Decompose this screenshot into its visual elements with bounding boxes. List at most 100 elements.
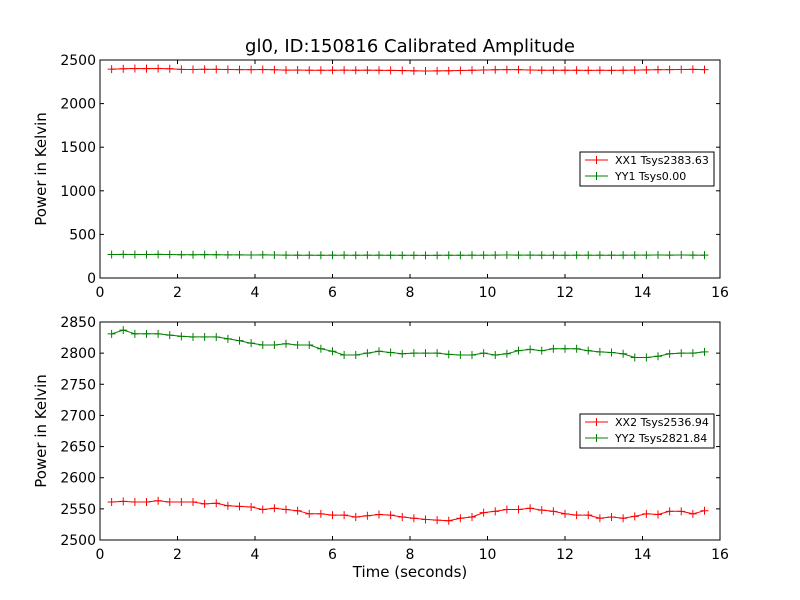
data-point bbox=[607, 348, 616, 357]
data-point bbox=[305, 341, 314, 350]
data-point bbox=[630, 66, 639, 75]
data-point bbox=[270, 504, 279, 513]
data-point bbox=[456, 66, 465, 75]
x-tick-label: 0 bbox=[96, 547, 105, 563]
data-point bbox=[223, 250, 232, 259]
data-point bbox=[456, 514, 465, 523]
data-point bbox=[433, 251, 442, 260]
x-tick-label: 2 bbox=[173, 285, 182, 301]
data-point bbox=[130, 498, 139, 507]
data-point bbox=[444, 350, 453, 359]
x-tick-label: 8 bbox=[406, 547, 415, 563]
data-point bbox=[200, 65, 209, 74]
data-point bbox=[235, 502, 244, 511]
data-point bbox=[328, 347, 337, 356]
data-point bbox=[700, 347, 709, 356]
data-point bbox=[258, 505, 267, 514]
data-point bbox=[433, 516, 442, 525]
data-point bbox=[688, 65, 697, 74]
data-point bbox=[491, 351, 500, 360]
data-point bbox=[340, 66, 349, 75]
data-point bbox=[526, 504, 535, 513]
y-tick-label: 2750 bbox=[60, 377, 96, 393]
data-point bbox=[537, 66, 546, 75]
data-point bbox=[479, 66, 488, 75]
data-point bbox=[642, 509, 651, 518]
legend-box bbox=[579, 413, 715, 449]
data-point bbox=[223, 501, 232, 510]
data-point bbox=[107, 329, 116, 338]
data-point bbox=[154, 64, 163, 73]
data-point bbox=[491, 65, 500, 74]
data-point bbox=[200, 332, 209, 341]
data-point bbox=[212, 250, 221, 259]
data-point bbox=[665, 65, 674, 74]
data-point bbox=[561, 66, 569, 75]
x-axis-label: Time (seconds) bbox=[352, 563, 468, 581]
data-point bbox=[537, 346, 546, 355]
data-point bbox=[409, 251, 418, 260]
data-point bbox=[212, 332, 221, 341]
data-point bbox=[619, 349, 628, 358]
data-point bbox=[421, 515, 430, 524]
data-point bbox=[549, 507, 558, 516]
x-tick-label: 12 bbox=[556, 285, 574, 301]
data-point bbox=[154, 496, 163, 505]
data-point bbox=[200, 250, 209, 259]
y-tick-label: 2850 bbox=[60, 315, 96, 331]
data-point bbox=[247, 250, 256, 259]
data-point bbox=[468, 512, 476, 521]
data-point bbox=[142, 64, 151, 73]
data-point bbox=[386, 511, 395, 520]
data-point bbox=[526, 66, 535, 75]
data-point bbox=[258, 250, 267, 259]
data-point bbox=[630, 251, 639, 260]
data-point bbox=[223, 65, 232, 74]
data-point bbox=[363, 66, 372, 75]
data-point bbox=[421, 251, 430, 260]
data-point bbox=[247, 502, 256, 511]
bottom-plot: 0 2 4 6 8 10 12 14 16 2500 2550 2600 2650 2700 2750 280… bbox=[32, 315, 729, 581]
data-point bbox=[328, 511, 337, 520]
x-tick-label: 6 bbox=[328, 285, 337, 301]
data-point bbox=[235, 250, 244, 259]
data-point bbox=[351, 66, 360, 75]
data-point bbox=[328, 66, 337, 75]
data-point bbox=[572, 66, 581, 75]
y-tick-label: 500 bbox=[69, 227, 96, 243]
data-point bbox=[549, 344, 558, 353]
series-line-2 bbox=[111, 329, 705, 358]
data-point bbox=[688, 509, 697, 518]
data-point bbox=[398, 349, 407, 358]
data-point bbox=[363, 511, 372, 520]
data-point bbox=[375, 251, 383, 260]
data-point bbox=[130, 329, 139, 338]
data-point bbox=[189, 332, 197, 341]
data-point bbox=[677, 507, 686, 516]
data-point bbox=[595, 514, 604, 523]
data-point bbox=[351, 351, 360, 360]
data-point bbox=[189, 498, 197, 507]
data-point bbox=[165, 331, 174, 340]
data-point bbox=[595, 251, 604, 260]
data-point bbox=[549, 66, 558, 75]
legend-label-2: YY2 Tsys2821.84 bbox=[614, 432, 707, 445]
data-point bbox=[688, 251, 697, 260]
y-tick-label: 2000 bbox=[60, 97, 96, 113]
data-point bbox=[642, 251, 651, 260]
data-point bbox=[572, 344, 581, 353]
data-point bbox=[154, 250, 163, 259]
x-tick-label: 16 bbox=[711, 547, 729, 563]
data-point bbox=[468, 351, 476, 360]
data-point bbox=[316, 509, 325, 518]
data-point bbox=[386, 66, 395, 75]
data-point bbox=[444, 516, 453, 525]
data-point bbox=[282, 66, 290, 75]
data-point bbox=[526, 345, 535, 354]
data-point bbox=[630, 353, 639, 362]
data-point bbox=[189, 65, 197, 74]
data-point bbox=[223, 334, 232, 343]
data-point bbox=[247, 339, 256, 348]
data-point bbox=[375, 347, 383, 356]
